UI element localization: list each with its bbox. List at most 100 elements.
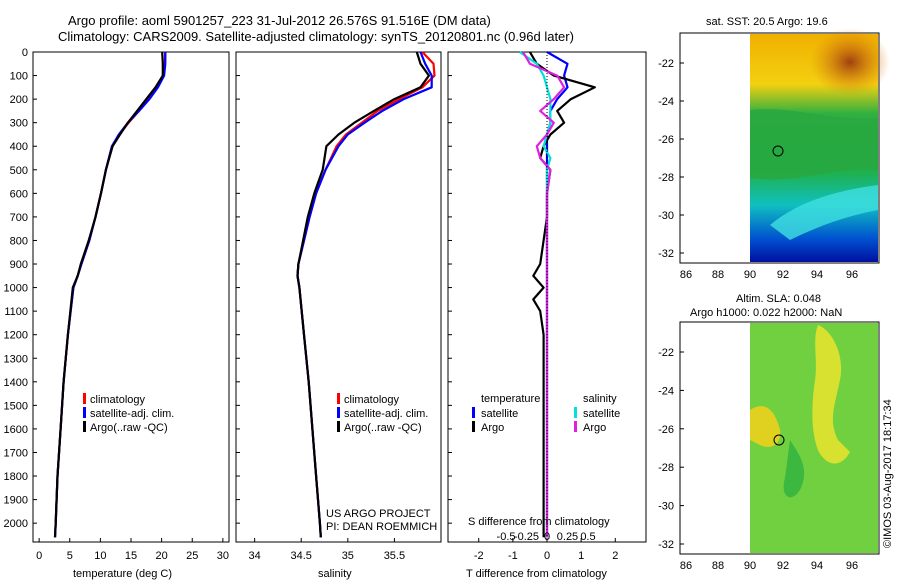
lon-tick-label: 96 — [846, 560, 858, 572]
x-tick-label: 15 — [125, 550, 137, 562]
depth-tick-label: 2000 — [4, 518, 28, 530]
x-tick-label: 25 — [186, 550, 198, 562]
series-line-argo-raw-qc- — [53, 51, 164, 538]
x-tick-label: 5 — [67, 550, 73, 562]
depth-tick-label: 900 — [10, 259, 28, 271]
project-credit-line2: PI: DEAN ROEMMICH — [326, 521, 437, 533]
legend-swatch-sal-satellite — [574, 407, 577, 418]
legend-swatch-argo — [83, 421, 86, 432]
lat-tick-label: -24 — [658, 385, 674, 397]
x-tick-label: 1 — [578, 550, 584, 562]
lat-tick-label: -22 — [658, 347, 674, 359]
x-tick-label: 0 — [36, 550, 42, 562]
legend-temperature-heading: temperature — [481, 393, 540, 405]
legend-swatch-temp-argo — [472, 421, 475, 432]
sla-map — [679, 321, 880, 555]
lat-tick-label: -28 — [658, 462, 674, 474]
legend-argo: Argo(..raw -QC) — [344, 422, 422, 434]
legend-satellite: satellite-adj. clim. — [344, 408, 428, 420]
legend-swatch-climatology — [83, 393, 86, 404]
salinity-axis-label: salinity — [318, 568, 352, 580]
x-tick-label: 10 — [94, 550, 106, 562]
lon-tick-label: 90 — [744, 269, 756, 281]
depth-tick-label: 600 — [10, 188, 28, 200]
legend-swatch-climatology — [337, 393, 340, 404]
lon-tick-label: 88 — [712, 269, 724, 281]
project-credit-line1: US ARGO PROJECT — [326, 508, 431, 520]
lat-tick-label: -30 — [658, 501, 674, 513]
s-tick-label: 0.5 — [580, 531, 595, 543]
lon-tick-label: 94 — [811, 269, 823, 281]
depth-tick-label: 200 — [10, 94, 28, 106]
x-tick-label: 20 — [156, 550, 168, 562]
depth-tick-label: 1600 — [4, 424, 28, 436]
lon-tick-label: 86 — [680, 269, 692, 281]
legend-sal-argo: Argo — [583, 422, 606, 434]
x-tick-label: 35 — [342, 550, 354, 562]
s-difference-axis-label: S difference from climatology — [468, 516, 610, 528]
x-tick-label: -1 — [508, 550, 518, 562]
lat-tick-label: -32 — [658, 248, 674, 260]
legend-swatch-sal-argo — [574, 421, 577, 432]
legend-swatch-satellite — [83, 407, 86, 418]
x-tick-label: -2 — [474, 550, 484, 562]
legend-argo: Argo(..raw -QC) — [90, 422, 168, 434]
legend-climatology: climatology — [344, 394, 400, 406]
depth-tick-label: 1400 — [4, 377, 28, 389]
legend-swatch-temp-satellite — [472, 407, 475, 418]
lat-tick-label: -26 — [658, 134, 674, 146]
salinity-legend: climatology satellite-adj. clim. Argo(..… — [337, 393, 428, 434]
temperature-plot: 0 5 10 15 20 25 30 — [36, 51, 229, 562]
lon-tick-label: 86 — [680, 560, 692, 572]
lon-tick-label: 88 — [712, 560, 724, 572]
sst-map-title: sat. SST: 20.5 Argo: 19.6 — [706, 16, 828, 28]
sla-map-title2: Argo h1000: 0.022 h2000: NaN — [690, 307, 842, 319]
argo-position-marker — [773, 434, 785, 446]
s-tick-label: 0.25 — [557, 531, 578, 543]
legend-salinity-heading: salinity — [583, 393, 617, 405]
sst-map — [679, 28, 890, 264]
legend-swatch-argo — [337, 421, 340, 432]
x-tick-label: 30 — [217, 550, 229, 562]
lat-tick-label: -22 — [658, 58, 674, 70]
legend-temp-argo: Argo — [481, 422, 504, 434]
t-difference-axis-label: T difference from climatology — [466, 568, 607, 580]
difference-legend: temperature satellite Argo salinity sate… — [472, 393, 620, 434]
lat-tick-label: -26 — [658, 424, 674, 436]
depth-tick-label: 1800 — [4, 471, 28, 483]
x-tick-label: 2 — [612, 550, 618, 562]
depth-tick-label: 1000 — [4, 283, 28, 295]
series-line-salinity-argo — [522, 51, 566, 538]
legend-climatology: climatology — [90, 394, 146, 406]
imos-watermark: ©IMOS 03-Aug-2017 18:17:34 — [882, 399, 894, 548]
sla-map-title1: Altim. SLA: 0.048 — [736, 293, 821, 305]
depth-tick-label: 1500 — [4, 400, 28, 412]
plot-title-line2: Climatology: CARS2009. Satellite-adjuste… — [58, 29, 574, 44]
legend-temp-satellite: satellite — [481, 408, 518, 420]
depth-tick-label: 400 — [10, 141, 28, 153]
x-tick-label: 0 — [544, 550, 550, 562]
map-axes: -22 -24 -26 -28 -30 -32 86 88 90 92 94 96 -22 -24 -26 -… — [658, 58, 858, 572]
sst-cyan-band — [770, 185, 878, 240]
s-tick-label: -0.25 — [514, 531, 539, 543]
lon-tick-label: 92 — [777, 560, 789, 572]
lon-tick-label: 96 — [846, 269, 858, 281]
depth-tick-label: 1900 — [4, 495, 28, 507]
lat-tick-label: -30 — [658, 210, 674, 222]
lat-tick-label: -24 — [658, 96, 674, 108]
legend-satellite: satellite-adj. clim. — [90, 408, 174, 420]
sst-green-tongue — [750, 108, 878, 180]
depth-tick-label: 500 — [10, 165, 28, 177]
depth-tick-label: 700 — [10, 212, 28, 224]
sst-warm-patch — [810, 28, 890, 96]
temperature-axis-label: temperature (deg C) — [73, 568, 172, 580]
lat-tick-label: -28 — [658, 172, 674, 184]
lon-tick-label: 90 — [744, 560, 756, 572]
plot-title-line1: Argo profile: aoml 5901257_223 31-Jul-20… — [68, 13, 491, 28]
depth-tick-label: 1700 — [4, 447, 28, 459]
s-tick-label: 0 — [544, 531, 550, 543]
depth-axis: 0 100 200 300 400 500 600 700 800 900 1000 1100 1200… — [4, 47, 452, 530]
lon-tick-label: 94 — [811, 560, 823, 572]
depth-tick-label: 1300 — [4, 353, 28, 365]
